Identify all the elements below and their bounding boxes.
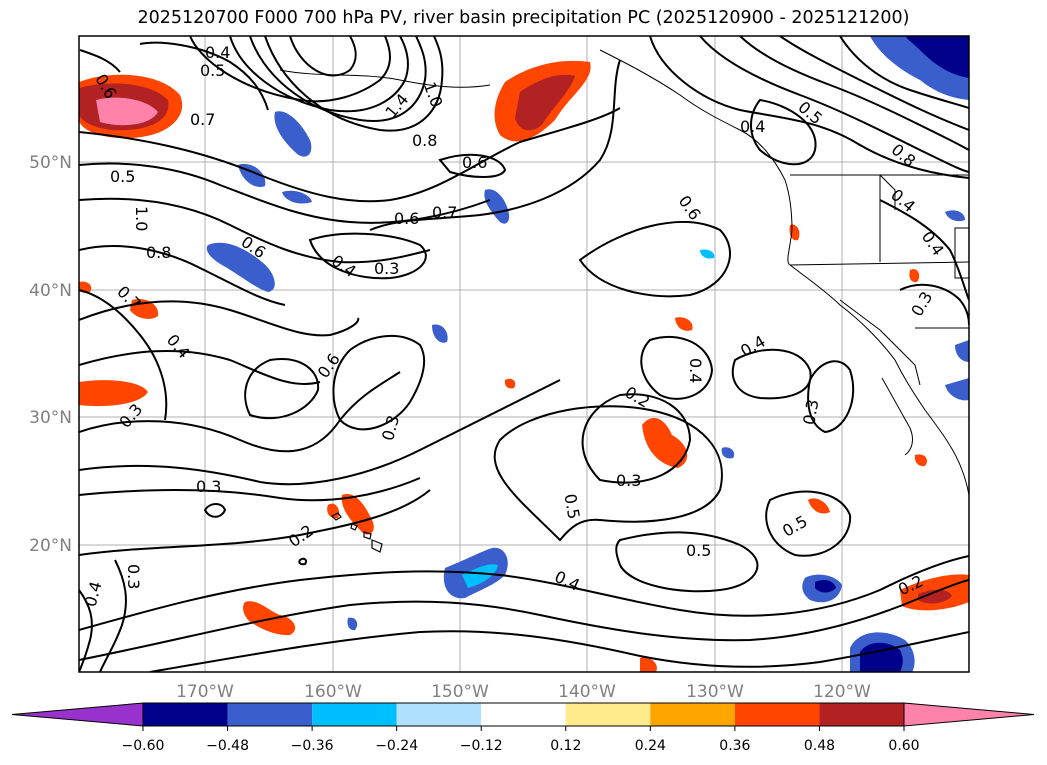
label-0-5-d: 0.5 bbox=[560, 492, 583, 520]
lat-label-20n: 20°N bbox=[29, 536, 72, 556]
colorbar-tick-label: 0.48 bbox=[804, 738, 835, 754]
colorbar-segment bbox=[734, 703, 820, 726]
colorbar-segment bbox=[650, 703, 735, 726]
colorbar-segment bbox=[312, 703, 397, 726]
map-panel bbox=[79, 36, 969, 672]
lon-label-150w: 150°W bbox=[431, 682, 489, 702]
colorbar-segment bbox=[396, 703, 482, 726]
lon-label-130w: 130°W bbox=[686, 682, 744, 702]
colorbar-extend-low bbox=[11, 702, 144, 727]
lat-label-30n: 30°N bbox=[29, 408, 72, 428]
label-0-6-b: 0.6 bbox=[462, 153, 487, 172]
hawaii-islands bbox=[330, 512, 383, 553]
positive-precip-areas bbox=[79, 60, 969, 672]
colorbar-tick-label: −0.36 bbox=[291, 738, 334, 754]
label-0-4-h: 0.4 bbox=[686, 358, 705, 383]
coastlines bbox=[279, 49, 969, 496]
colorbar-segment bbox=[143, 703, 228, 726]
map-frame bbox=[78, 35, 970, 673]
colorbar-tick-label: 0.24 bbox=[635, 738, 666, 754]
colorbar-segment bbox=[481, 703, 566, 726]
label-0-7-c: 0.7 bbox=[432, 203, 457, 222]
colorbar-tick-label: −0.48 bbox=[206, 738, 249, 754]
colorbar-tick-label: 0.36 bbox=[719, 738, 750, 754]
map-title: 2025120700 F000 700 hPa PV, river basin … bbox=[137, 8, 910, 28]
colorbar-segment bbox=[819, 703, 904, 726]
colorbar-segment bbox=[565, 703, 651, 726]
lon-label-160w: 160°W bbox=[304, 682, 362, 702]
colorbar-tick-label: −0.24 bbox=[375, 738, 418, 754]
negative-precip-areas bbox=[206, 36, 969, 672]
label-0-6-d: 0.6 bbox=[394, 209, 419, 228]
colorbar-tick-label: −0.60 bbox=[122, 738, 165, 754]
colorbar: −0.60 −0.48 −0.36 −0.24 −0.12 0.12 0.24 0.36 0.4… bbox=[11, 702, 1035, 754]
label-0-4-a: 0.4 bbox=[205, 43, 230, 62]
lat-label-40n: 40°N bbox=[29, 281, 72, 301]
pv-contours bbox=[79, 36, 969, 672]
label-0-3-e: 0.3 bbox=[799, 398, 822, 426]
label-0-3-h: 0.3 bbox=[124, 564, 143, 589]
longitude-labels: 170°W 160°W 150°W 140°W 130°W 120°W bbox=[176, 682, 871, 702]
colorbar-outline bbox=[142, 702, 905, 727]
label-0-3-a: 0.3 bbox=[374, 259, 399, 278]
latitude-labels: 50°N 40°N 30°N 20°N bbox=[29, 153, 72, 556]
label-1-0-b: 1.0 bbox=[132, 206, 151, 231]
colorbar-segment bbox=[227, 703, 313, 726]
lon-label-120w: 120°W bbox=[813, 682, 871, 702]
colorbar-extend-high bbox=[903, 702, 1035, 727]
label-0-5-b: 0.5 bbox=[110, 167, 135, 186]
label-0-8-a: 0.8 bbox=[412, 131, 437, 150]
precip-area-central bbox=[642, 417, 688, 468]
lat-label-50n: 50°N bbox=[29, 153, 72, 173]
label-0-8-b: 0.8 bbox=[146, 243, 171, 262]
colorbar-tick-label: 0.12 bbox=[550, 738, 581, 754]
label-0-3-f: 0.3 bbox=[196, 477, 221, 496]
label-0-5-a: 0.5 bbox=[200, 61, 225, 80]
label-0-7-a: 0.7 bbox=[190, 110, 215, 129]
label-0-4-c: 0.4 bbox=[740, 117, 765, 136]
lon-label-140w: 140°W bbox=[558, 682, 616, 702]
colorbar-tick-label: −0.12 bbox=[460, 738, 503, 754]
label-0-3-g: 0.3 bbox=[616, 471, 641, 490]
colorbar-tick-label: 0.60 bbox=[888, 738, 919, 754]
label-0-5-e: 0.5 bbox=[686, 541, 711, 560]
lon-label-170w: 170°W bbox=[176, 682, 234, 702]
